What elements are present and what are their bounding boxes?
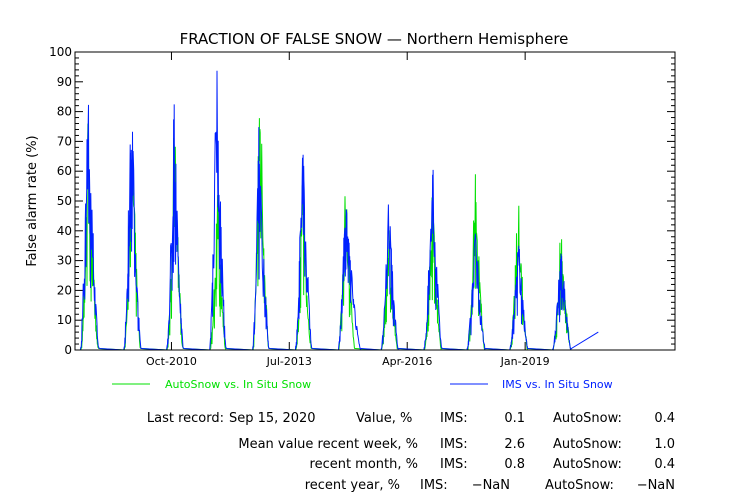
y-tick-label: 70 [57, 134, 72, 148]
series-line-ims [79, 70, 599, 351]
autosnow-value-week: 1.0 [654, 437, 675, 452]
last-record-date: Sep 15, 2020 [229, 411, 316, 426]
autosnow-value-last: 0.4 [654, 411, 675, 426]
legend-label-autosnow: AutoSnow vs. In Situ Snow [165, 378, 311, 391]
false-snow-chart: FRACTION OF FALSE SNOW — Northern Hemisp… [25, 30, 676, 391]
stat-row-label-month: recent month, % [309, 457, 418, 472]
x-tick-label: Apr-2016 [382, 355, 432, 368]
y-axis-label: False alarm rate (%) [25, 135, 40, 266]
x-tick-label: Jan-2019 [500, 355, 550, 368]
ims-value-week: 2.6 [504, 437, 525, 452]
ims-value-last: 0.1 [504, 411, 525, 426]
y-axis: 0 10 20 30 40 50 60 70 80 90 100 [49, 45, 675, 357]
y-tick-label: 60 [57, 164, 72, 178]
y-tick-label: 10 [57, 313, 72, 327]
ims-label-1: IMS: [440, 411, 468, 426]
y-tick-label: 30 [57, 254, 72, 268]
autosnow-label-2: AutoSnow: [553, 437, 622, 452]
ims-value-year: −NaN [471, 478, 510, 493]
stat-row-label-week: Mean value recent week, % [238, 437, 418, 452]
chart-title: FRACTION OF FALSE SNOW — Northern Hemisp… [180, 30, 569, 48]
stat-row-label-year: recent year, % [304, 478, 400, 493]
autosnow-value-month: 0.4 [654, 457, 675, 472]
y-tick-label: 0 [64, 343, 72, 357]
ims-label-4: IMS: [420, 478, 448, 493]
series-layer [79, 70, 599, 351]
series-line-autosnow [80, 118, 572, 351]
last-record-label: Last record: [146, 411, 224, 426]
y-tick-label: 80 [57, 105, 72, 119]
x-tick-label: Oct-2010 [146, 355, 197, 368]
ims-value-month: 0.8 [504, 457, 525, 472]
autosnow-value-year: −NaN [636, 478, 675, 493]
value-label: Value, % [356, 411, 413, 426]
y-tick-label: 40 [57, 224, 72, 238]
x-tick-label: Jul-2013 [266, 355, 312, 368]
autosnow-label-1: AutoSnow: [553, 411, 622, 426]
ims-label-2: IMS: [440, 437, 468, 452]
autosnow-label-4: AutoSnow: [545, 478, 614, 493]
plot-frame [74, 51, 676, 351]
y-tick-label: 20 [57, 283, 72, 297]
legend: AutoSnow vs. In Situ Snow IMS vs. In Sit… [112, 378, 613, 391]
y-tick-label: 50 [57, 194, 72, 208]
legend-label-ims: IMS vs. In Situ Snow [502, 378, 613, 391]
ims-label-3: IMS: [440, 457, 468, 472]
x-axis: Oct-2010 Jul-2013 Apr-2016 Jan-2019 [146, 52, 550, 368]
y-tick-label: 90 [57, 75, 72, 89]
autosnow-label-3: AutoSnow: [553, 457, 622, 472]
y-tick-label: 100 [49, 45, 72, 59]
